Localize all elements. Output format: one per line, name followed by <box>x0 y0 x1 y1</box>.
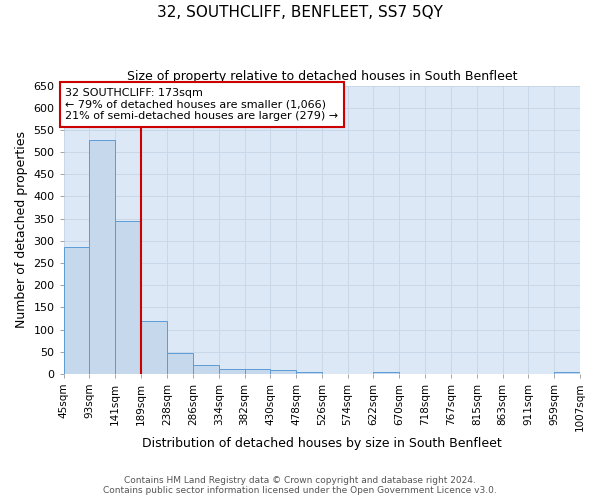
X-axis label: Distribution of detached houses by size in South Benfleet: Distribution of detached houses by size … <box>142 437 502 450</box>
Bar <box>554 372 580 374</box>
Bar <box>219 370 245 374</box>
Text: 32 SOUTHCLIFF: 173sqm
← 79% of detached houses are smaller (1,066)
21% of semi-d: 32 SOUTHCLIFF: 173sqm ← 79% of detached … <box>65 88 338 121</box>
Bar <box>245 370 271 374</box>
Bar <box>64 248 89 374</box>
Title: Size of property relative to detached houses in South Benfleet: Size of property relative to detached ho… <box>127 70 517 83</box>
Bar <box>115 221 141 374</box>
Bar <box>296 372 322 374</box>
Bar <box>373 372 399 374</box>
Bar <box>141 320 167 374</box>
Text: Contains HM Land Registry data © Crown copyright and database right 2024.
Contai: Contains HM Land Registry data © Crown c… <box>103 476 497 495</box>
Bar <box>271 370 296 374</box>
Bar <box>167 352 193 374</box>
Bar <box>193 366 219 374</box>
Text: 32, SOUTHCLIFF, BENFLEET, SS7 5QY: 32, SOUTHCLIFF, BENFLEET, SS7 5QY <box>157 5 443 20</box>
Bar <box>89 140 115 374</box>
Y-axis label: Number of detached properties: Number of detached properties <box>15 131 28 328</box>
